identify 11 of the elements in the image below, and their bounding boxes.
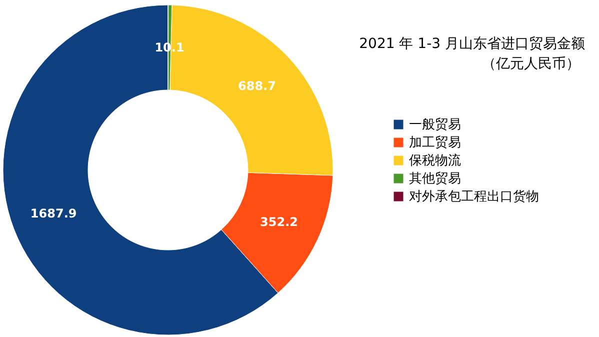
legend-label: 保税物流 (409, 152, 461, 168)
legend-label: 加工贸易 (409, 136, 461, 150)
legend-label: 一般贸易 (409, 118, 461, 132)
data-label: 688.7 (238, 78, 276, 93)
text: （亿元人民币） (482, 56, 580, 72)
data-label: 10.1 (154, 40, 184, 55)
legend-label: 其他贸易 (409, 172, 461, 186)
text: 2021 年 1-3 月山东省进口贸易金额 (359, 36, 585, 52)
data-label: 352.2 (260, 214, 298, 229)
legend-label: 对外承包工程出口货物 (409, 190, 539, 204)
data-label: 1687.9 (30, 206, 77, 221)
